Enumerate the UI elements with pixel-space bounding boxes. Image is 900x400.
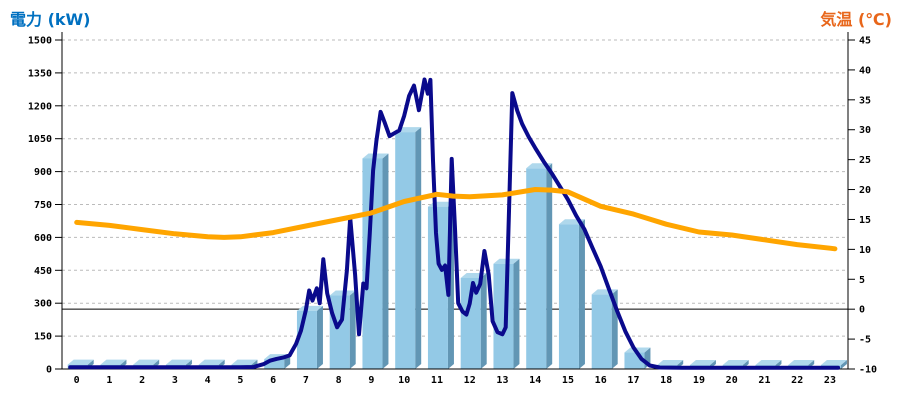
bar-hour-10	[395, 132, 416, 369]
bar-top-hour-7	[296, 305, 323, 311]
right-tick-label: 35	[859, 95, 871, 106]
left-tick-label: 1500	[28, 36, 52, 47]
x-tick-label: 9	[368, 375, 374, 386]
bar-hour-11	[427, 206, 448, 369]
right-tick-label: 45	[859, 36, 871, 47]
bar-side-hour-14	[546, 163, 553, 369]
left-tick-label: 600	[34, 233, 52, 244]
bar-top-hour-20	[722, 360, 749, 366]
bar-top-hour-21	[755, 360, 782, 366]
x-tick-label: 22	[791, 375, 803, 386]
bar-top-hour-23	[820, 360, 847, 366]
bar-side-hour-12	[480, 272, 487, 369]
line-temperature	[74, 187, 838, 252]
left-tick-label: 150	[34, 332, 52, 343]
x-tick-label: 12	[464, 375, 476, 386]
bar-top-hour-4	[198, 359, 225, 365]
bar-side-hour-15	[578, 219, 585, 369]
bar-top-hour-18	[657, 360, 684, 366]
bar-top-hour-19	[689, 360, 716, 366]
bar-side-hour-6	[284, 354, 291, 369]
right-tick-label: 10	[859, 245, 871, 256]
bar-side-hour-7	[316, 305, 323, 369]
x-tick-label: 21	[758, 375, 770, 386]
bar-hour-8	[329, 295, 350, 369]
x-tick-label: 6	[270, 375, 276, 386]
x-tick-label: 19	[693, 375, 705, 386]
right-tick-label: 25	[859, 155, 871, 166]
x-tick-label: 7	[303, 375, 309, 386]
right-tick-label: 30	[859, 125, 871, 136]
right-tick-label: 15	[859, 215, 871, 226]
line-power	[68, 77, 841, 370]
bar-top-hour-5	[231, 359, 258, 365]
x-tick-label: 10	[398, 375, 410, 386]
x-tick-label: 14	[529, 375, 541, 386]
left-tick-label: 1200	[28, 101, 52, 112]
bar-side-hour-8	[349, 290, 356, 369]
x-tick-label: 2	[139, 375, 145, 386]
bar-top-hour-0	[67, 359, 94, 365]
right-axis-title: 気温 (℃)	[820, 10, 892, 29]
bar-top-hour-22	[788, 360, 815, 366]
x-tick-label: 4	[205, 375, 211, 386]
x-tick-label: 5	[237, 375, 243, 386]
bar-side-hour-9	[382, 153, 389, 369]
right-tick-label: -10	[859, 365, 877, 376]
left-tick-label: 0	[46, 365, 52, 376]
bar-side-hour-23	[840, 360, 847, 369]
right-tick-label: 0	[859, 305, 865, 316]
left-tick-label: 450	[34, 266, 52, 277]
bar-side-hour-13	[513, 258, 520, 369]
x-tick-label: 13	[496, 375, 508, 386]
bar-hour-6	[264, 359, 285, 369]
x-tick-label: 16	[595, 375, 607, 386]
bar-side-hour-10	[415, 127, 422, 370]
left-tick-label: 900	[34, 167, 52, 178]
left-tick-label: 1050	[28, 134, 52, 145]
left-tick-label: 1350	[28, 68, 52, 79]
right-tick-label: 20	[859, 185, 871, 196]
x-tick-label: 8	[336, 375, 342, 386]
right-tick-label: 5	[859, 275, 865, 286]
left-tick-label: 750	[34, 200, 52, 211]
right-tick-label: -5	[859, 335, 871, 346]
bar-hour-12	[460, 277, 481, 369]
x-tick-label: 20	[726, 375, 738, 386]
x-tick-label: 18	[660, 375, 672, 386]
bar-top-hour-3	[165, 359, 192, 365]
left-tick-label: 300	[34, 299, 52, 310]
bar-top-hour-2	[133, 359, 160, 365]
x-tick-label: 0	[74, 375, 80, 386]
bar-hour-15	[558, 224, 579, 369]
left-axis-title: 電力 (kW)	[10, 10, 91, 29]
x-tick-label: 11	[431, 375, 443, 386]
x-tick-label: 17	[627, 375, 639, 386]
x-tick-label: 3	[172, 375, 178, 386]
bar-hour-13	[493, 263, 514, 369]
right-tick-label: 40	[859, 65, 871, 76]
bar-hour-7	[296, 310, 317, 369]
bar-hour-14	[526, 168, 547, 369]
bar-hour-16	[591, 294, 612, 369]
bar-top-hour-1	[100, 359, 127, 365]
x-tick-label: 1	[106, 375, 112, 386]
x-tick-label: 23	[824, 375, 836, 386]
x-tick-label: 15	[562, 375, 574, 386]
